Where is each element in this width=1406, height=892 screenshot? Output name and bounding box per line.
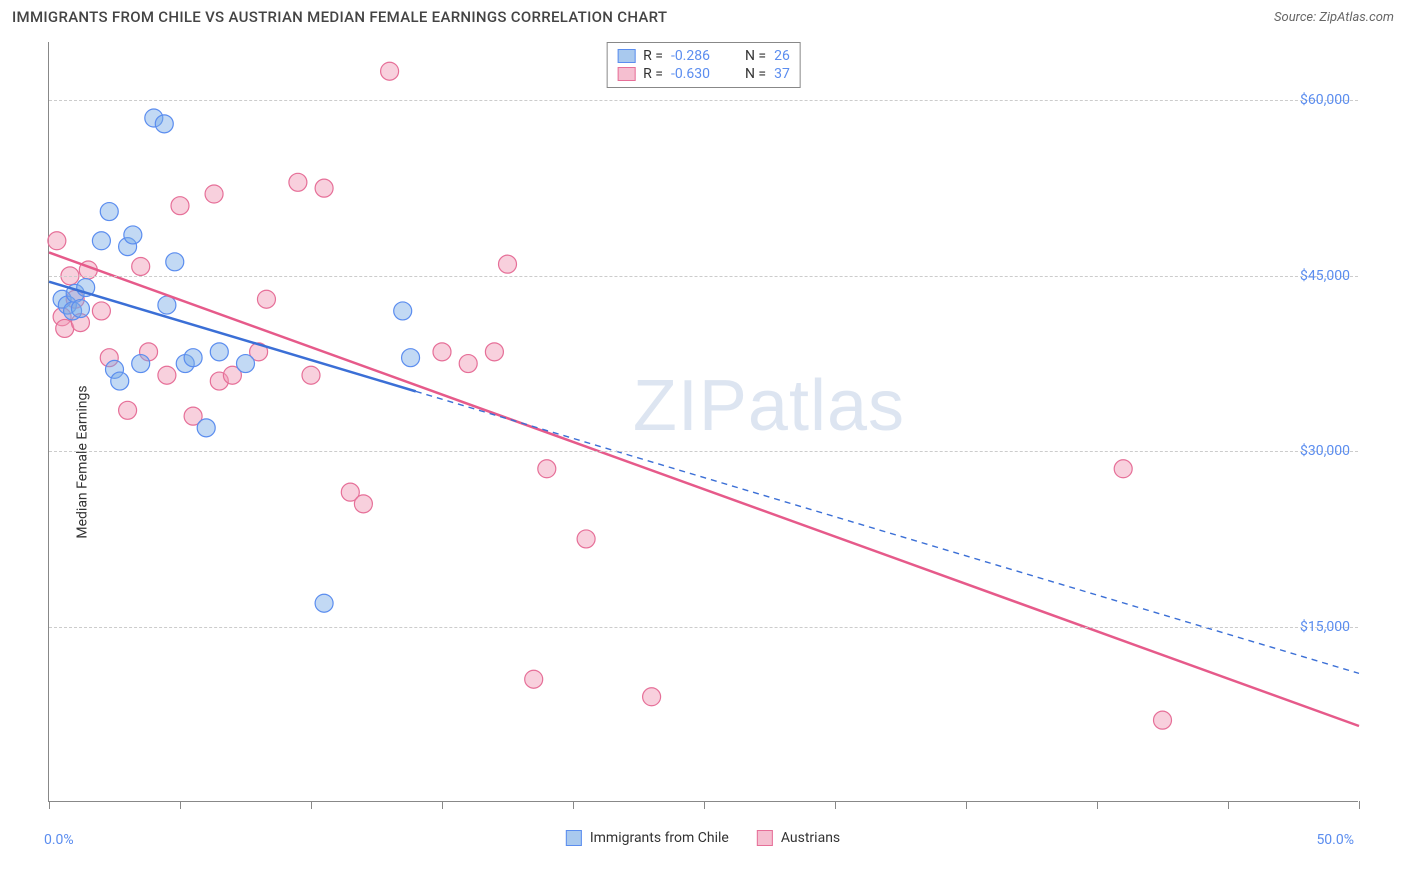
y-tick-label: $45,000 — [1300, 268, 1350, 284]
data-point — [132, 355, 150, 373]
data-point — [402, 349, 420, 367]
x-axis-min-label: 0.0% — [44, 832, 74, 848]
data-point — [184, 349, 202, 367]
gridline — [49, 276, 1358, 277]
data-point — [171, 197, 189, 215]
legend-n-label: N = — [745, 48, 766, 64]
data-point — [302, 366, 320, 384]
data-point — [92, 302, 110, 320]
legend-swatch — [617, 67, 635, 81]
data-point — [381, 62, 399, 80]
data-point — [315, 594, 333, 612]
legend-item: Immigrants from Chile — [566, 830, 729, 846]
data-point — [643, 688, 661, 706]
legend-row: R = -0.630 N = 37 — [617, 65, 790, 83]
data-point — [48, 232, 66, 250]
gridline — [49, 451, 1358, 452]
legend-series-name: Austrians — [781, 830, 840, 846]
trend-line-chile-dashed — [416, 391, 1359, 673]
chart-container: Median Female Earnings R = -0.286N = 26R… — [0, 32, 1406, 892]
data-point — [100, 203, 118, 221]
data-point — [155, 115, 173, 133]
legend-n-value: 37 — [774, 66, 790, 82]
data-point — [257, 290, 275, 308]
x-tick — [1097, 801, 1098, 809]
plot-area: R = -0.286N = 26R = -0.630N = 37 ZIPatla… — [48, 42, 1358, 802]
trend-line-austrians — [49, 252, 1359, 726]
legend-row: R = -0.286 N = 26 — [617, 47, 790, 65]
legend-series-name: Immigrants from Chile — [590, 830, 729, 846]
x-tick — [1228, 801, 1229, 809]
data-point — [158, 366, 176, 384]
legend-r-label: R = — [643, 48, 663, 64]
legend-r-value: -0.630 — [671, 66, 727, 82]
x-tick — [311, 801, 312, 809]
data-point — [485, 343, 503, 361]
legend-n-value: 26 — [774, 48, 790, 64]
data-point — [71, 300, 89, 318]
data-point — [354, 495, 372, 513]
data-point — [394, 302, 412, 320]
data-point — [158, 296, 176, 314]
source-label: Source: ZipAtlas.com — [1274, 10, 1394, 25]
data-point — [289, 173, 307, 191]
data-point — [433, 343, 451, 361]
x-tick — [573, 801, 574, 809]
x-tick — [180, 801, 181, 809]
data-point — [124, 226, 142, 244]
y-tick-label: $60,000 — [1300, 92, 1350, 108]
x-axis-max-label: 50.0% — [1316, 832, 1354, 848]
data-point — [205, 185, 223, 203]
legend-r-label: R = — [643, 66, 663, 82]
legend-swatch — [617, 49, 635, 63]
x-tick — [704, 801, 705, 809]
data-point — [525, 670, 543, 688]
data-point — [132, 257, 150, 275]
x-tick — [835, 801, 836, 809]
legend-swatch — [757, 830, 773, 846]
chart-title: IMMIGRANTS FROM CHILE VS AUSTRIAN MEDIAN… — [12, 8, 667, 26]
legend-n-label: N = — [745, 66, 766, 82]
series-legend: Immigrants from Chile Austrians — [566, 830, 840, 846]
x-tick — [49, 801, 50, 809]
data-point — [315, 179, 333, 197]
data-point — [1114, 460, 1132, 478]
legend-r-value: -0.286 — [671, 48, 727, 64]
gridline — [49, 100, 1358, 101]
legend-swatch — [566, 830, 582, 846]
data-point — [166, 253, 184, 271]
data-point — [92, 232, 110, 250]
x-tick — [1359, 801, 1360, 809]
y-tick-label: $30,000 — [1300, 443, 1350, 459]
data-point — [538, 460, 556, 478]
data-point — [119, 401, 137, 419]
data-point — [237, 355, 255, 373]
x-tick — [966, 801, 967, 809]
legend-item: Austrians — [757, 830, 840, 846]
data-point — [459, 355, 477, 373]
data-point — [577, 530, 595, 548]
gridline — [49, 627, 1358, 628]
data-point — [499, 255, 517, 273]
y-tick-label: $15,000 — [1300, 619, 1350, 635]
plot-svg — [49, 42, 1358, 801]
data-point — [1154, 711, 1172, 729]
data-point — [197, 419, 215, 437]
data-point — [111, 372, 129, 390]
data-point — [210, 343, 228, 361]
correlation-legend: R = -0.286 N = 26 R = -0.630 N = 37 — [606, 42, 801, 88]
x-axis-labels: 0.0% Immigrants from ChileAustrians 50.0… — [48, 822, 1358, 852]
x-tick — [442, 801, 443, 809]
